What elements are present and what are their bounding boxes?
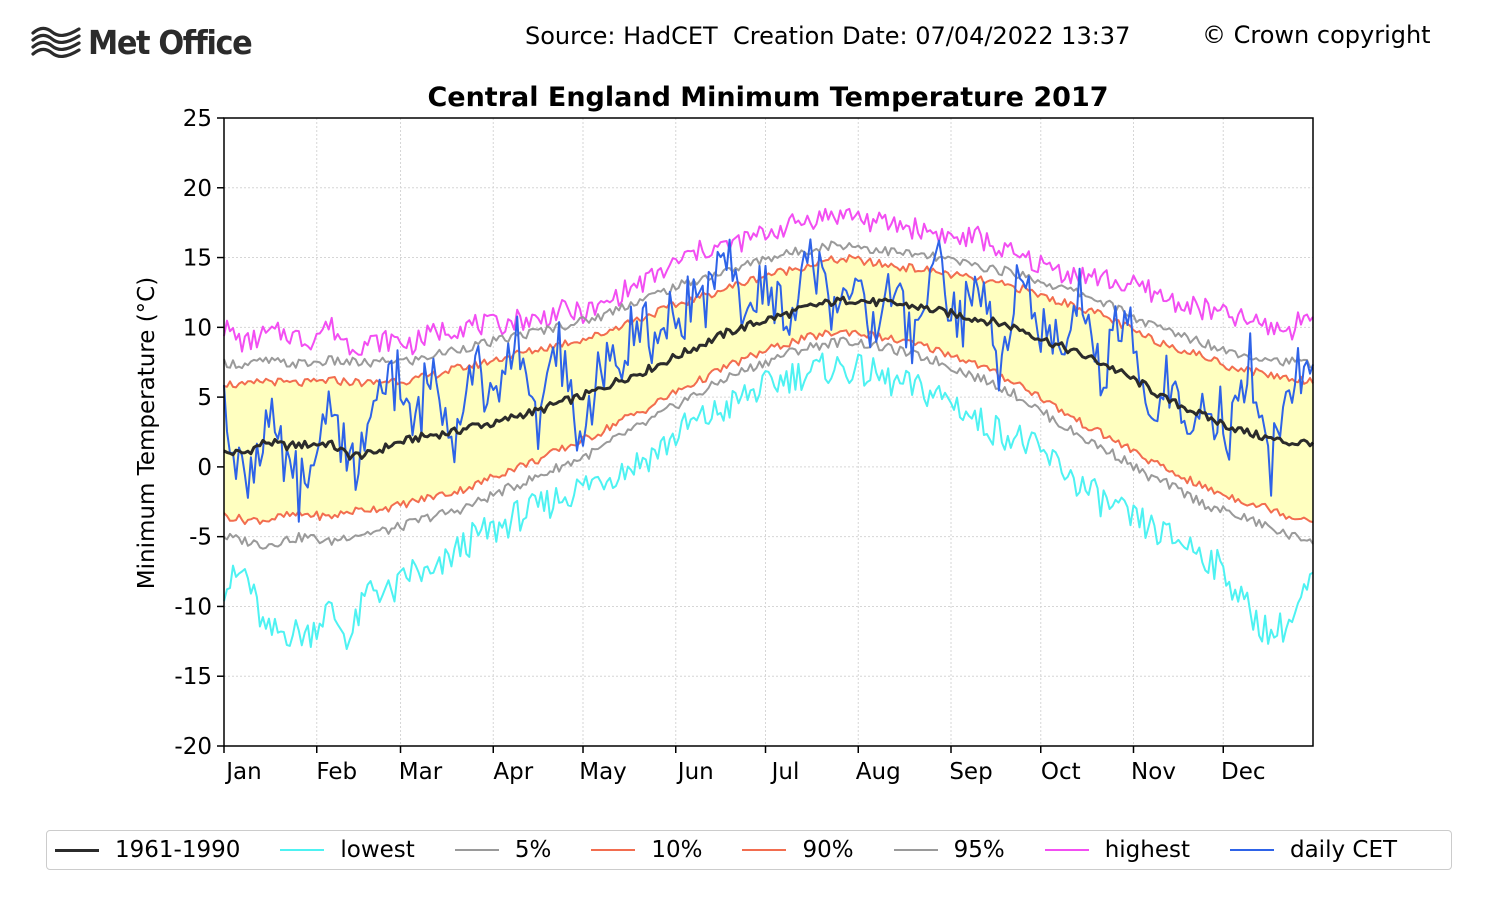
legend-swatch [454,849,499,851]
legend-item: highest [1044,837,1190,863]
temperature-chart: Central England Minimum Temperature 2017… [134,82,1315,785]
y-tick-label: 25 [183,106,212,132]
legend: 1961-1990 lowest 5% 10% 90% 95% highest daily C… [46,830,1452,870]
y-tick-label: -15 [174,664,212,690]
chart-title: Central England Minimum Temperature 2017 [427,82,1108,113]
x-tick-label: Nov [1131,759,1176,785]
legend-label: 5% [514,837,552,863]
x-tick-label: Jun [676,759,714,785]
legend-swatch [280,849,325,851]
legend-swatch [55,848,99,852]
series-line-lowest [223,352,1314,650]
x-tick-label: Jul [770,759,800,785]
series-line-daily-cet [223,238,1314,523]
series-line-10- [223,329,1314,526]
band-10-90 [224,255,1313,525]
axis-ticks: -20 -15 -10 -5 0 5 10 15 20 25 Jan Feb Mar Apr May Jun J… [174,106,1265,785]
legend-item: 10% [591,837,702,863]
y-tick-label: -10 [174,594,212,620]
x-tick-label: Apr [493,759,533,785]
logo-text: Met Office [88,22,253,62]
met-office-wave-icon [31,26,81,58]
met-office-logo[interactable]: Met Office [30,22,266,62]
y-tick-label: -20 [174,734,212,760]
header: Met Office Source: HadCET Creation Date:… [0,0,1500,70]
x-tick-label: Aug [856,759,901,785]
percentile-band [224,255,1313,525]
legend-label: 95% [953,837,1005,863]
x-tick-label: May [579,759,627,785]
legend-item: lowest [280,837,415,863]
legend-item: daily CET [1229,837,1398,863]
legend-label: 10% [651,837,703,863]
legend-swatch [591,849,636,851]
copyright-text: © Crown copyright [1202,21,1431,49]
y-axis-label: Minimum Temperature (°C) [134,277,160,589]
x-tick-label: Oct [1041,759,1081,785]
legend-item: 95% [893,837,1005,863]
y-tick-label: 5 [197,385,212,411]
y-tick-label: 20 [183,176,212,202]
series-line-5- [223,336,1314,550]
y-tick-label: 15 [183,246,212,272]
x-tick-label: Dec [1221,759,1266,785]
x-tick-label: Jan [224,759,261,785]
legend-item: 5% [454,837,552,863]
legend-swatch [893,849,938,851]
x-tick-label: Feb [316,759,357,785]
y-tick-label: -5 [189,525,212,551]
legend-swatch [1229,849,1274,851]
x-tick-label: Sep [949,759,992,785]
y-tick-label: 10 [183,315,212,341]
legend-label: 90% [802,837,854,863]
plot-frame [223,117,1314,747]
y-tick-label: 0 [197,455,212,481]
legend-swatch [742,849,787,851]
legend-label: highest [1104,837,1190,863]
legend-swatch [1044,849,1089,851]
legend-item: 90% [742,837,854,863]
legend-item: 1961-1990 [55,837,240,863]
series-lines [223,207,1315,650]
source-text: Source: HadCET Creation Date: 07/04/2022… [525,22,1131,50]
legend-label: 1961-1990 [115,837,241,863]
legend-label: daily CET [1289,837,1398,863]
series-line-highest [223,207,1314,356]
series-line-1961-1990 [223,295,1315,461]
legend-label: lowest [340,837,415,863]
x-tick-label: Mar [399,759,443,785]
